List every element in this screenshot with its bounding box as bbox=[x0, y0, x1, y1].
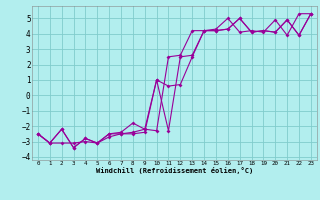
X-axis label: Windchill (Refroidissement éolien,°C): Windchill (Refroidissement éolien,°C) bbox=[96, 167, 253, 174]
